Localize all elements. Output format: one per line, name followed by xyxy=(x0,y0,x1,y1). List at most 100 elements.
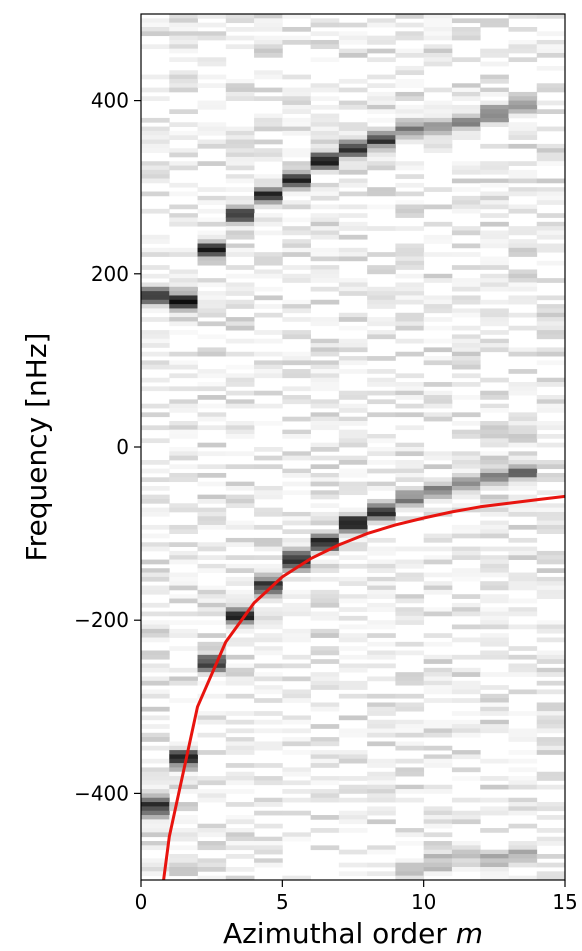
heatmap-cell xyxy=(395,291,425,296)
heatmap-cell xyxy=(225,741,255,747)
heatmap-cell xyxy=(254,711,283,716)
heatmap-cell xyxy=(169,862,198,868)
heatmap-cell xyxy=(254,39,283,45)
heatmap-cell xyxy=(141,845,170,851)
heatmap-cell xyxy=(423,719,453,725)
heatmap-cell xyxy=(141,867,170,872)
heatmap-cell xyxy=(451,459,481,465)
heatmap-cell xyxy=(169,667,198,673)
heatmap-cell xyxy=(395,611,425,617)
heatmap-cell xyxy=(338,338,368,344)
heatmap-cell xyxy=(197,74,227,80)
heatmap-cell xyxy=(480,286,509,292)
heatmap-cell xyxy=(141,819,170,825)
heatmap-cell xyxy=(225,745,255,751)
heatmap-cell xyxy=(536,48,565,54)
heatmap-cell xyxy=(338,797,368,803)
heatmap-cell xyxy=(338,546,368,552)
heatmap-cell xyxy=(480,698,509,703)
heatmap-cell xyxy=(423,585,453,591)
heatmap-cell xyxy=(536,321,565,327)
heatmap-cell xyxy=(338,667,368,673)
heatmap-cell xyxy=(282,537,311,543)
heatmap-cell xyxy=(395,797,425,803)
heatmap-cell xyxy=(141,178,170,184)
heatmap-cell xyxy=(338,849,368,855)
heatmap-cell xyxy=(395,693,425,699)
heatmap-cell xyxy=(310,750,340,755)
heatmap-cell xyxy=(508,434,538,439)
heatmap-cell xyxy=(225,607,255,612)
heatmap-cell xyxy=(423,481,453,487)
heatmap-cell xyxy=(197,31,227,37)
heatmap-cell xyxy=(169,750,198,755)
heatmap-cell xyxy=(310,191,340,197)
heatmap-cell xyxy=(141,291,170,296)
heatmap-cell xyxy=(395,728,425,734)
heatmap-cell xyxy=(367,321,396,327)
heatmap-cell xyxy=(451,161,481,166)
heatmap-cell xyxy=(508,26,538,32)
heatmap-cell xyxy=(338,728,368,734)
heatmap-cell xyxy=(451,265,481,270)
heatmap-cell xyxy=(282,278,311,283)
heatmap-cell xyxy=(254,624,283,630)
heatmap-cell xyxy=(338,828,368,833)
heatmap-cell xyxy=(169,22,198,28)
heatmap-cell xyxy=(254,74,283,80)
heatmap-cell xyxy=(282,741,311,747)
heatmap-cell xyxy=(395,373,425,379)
heatmap-cell xyxy=(367,537,396,543)
heatmap-cell xyxy=(282,386,311,392)
heatmap-cell xyxy=(508,130,538,136)
heatmap-cell xyxy=(536,377,565,383)
heatmap-cell xyxy=(310,351,340,357)
heatmap-cell xyxy=(141,507,170,513)
heatmap-cell xyxy=(169,429,198,435)
heatmap-cell xyxy=(225,624,255,630)
heatmap-cell xyxy=(338,524,368,530)
heatmap-cell xyxy=(423,758,453,764)
heatmap-cell xyxy=(282,191,311,197)
heatmap-cell xyxy=(310,139,340,145)
heatmap-cell xyxy=(197,83,227,89)
heatmap-cell xyxy=(197,823,227,829)
heatmap-cell xyxy=(451,555,481,560)
heatmap-cell xyxy=(508,252,538,257)
heatmap-cell xyxy=(480,867,509,872)
heatmap-cell xyxy=(451,624,481,630)
heatmap-cell xyxy=(480,425,509,431)
heatmap-cell xyxy=(536,260,565,266)
heatmap-cell xyxy=(254,52,283,58)
heatmap-cell xyxy=(423,685,453,690)
heatmap-cell xyxy=(310,360,340,366)
heatmap-cell xyxy=(141,602,170,608)
heatmap-cell xyxy=(451,546,481,552)
heatmap-cell xyxy=(451,252,481,257)
heatmap-cell xyxy=(282,520,311,526)
heatmap-cell xyxy=(141,282,170,288)
heatmap-cell xyxy=(141,802,170,807)
heatmap-cell xyxy=(367,356,396,361)
heatmap-cell xyxy=(367,585,396,591)
heatmap-cell xyxy=(141,568,170,573)
heatmap-cell xyxy=(197,598,227,604)
heatmap-cell xyxy=(451,728,481,734)
heatmap-cell xyxy=(141,265,170,270)
heatmap-cell xyxy=(423,338,453,344)
heatmap-cell xyxy=(197,351,227,357)
heatmap-cell xyxy=(169,278,198,283)
heatmap-cell xyxy=(282,96,311,101)
heatmap-cell xyxy=(310,83,340,89)
heatmap-cell xyxy=(254,494,283,500)
heatmap-cell xyxy=(480,256,509,262)
heatmap-cell xyxy=(480,481,509,487)
heatmap-cell xyxy=(197,646,227,651)
heatmap-cell xyxy=(536,330,565,335)
heatmap-cell xyxy=(254,14,283,19)
heatmap-cell xyxy=(254,672,283,677)
heatmap-cell xyxy=(310,204,340,210)
heatmap-cell xyxy=(169,819,198,825)
heatmap-cell xyxy=(367,161,396,166)
heatmap-cell xyxy=(282,771,311,777)
